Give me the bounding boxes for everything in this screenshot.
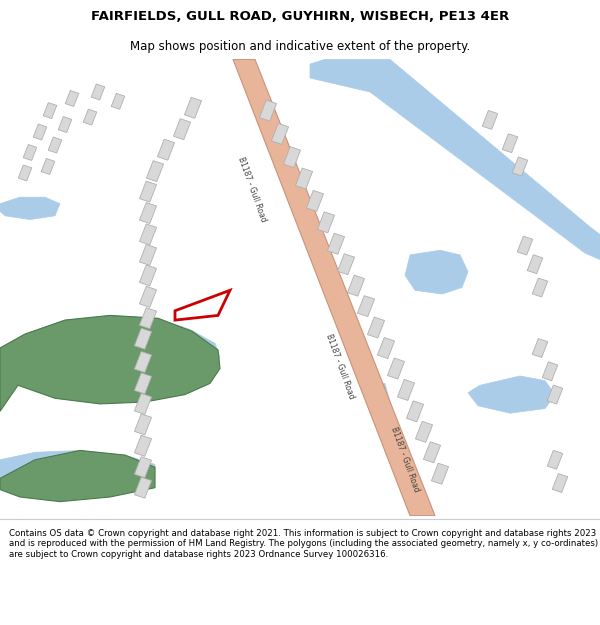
Polygon shape bbox=[134, 457, 152, 478]
Polygon shape bbox=[134, 373, 152, 394]
Polygon shape bbox=[406, 401, 424, 422]
Polygon shape bbox=[184, 98, 202, 118]
Text: Contains OS data © Crown copyright and database right 2021. This information is : Contains OS data © Crown copyright and d… bbox=[9, 529, 598, 559]
Polygon shape bbox=[139, 202, 157, 224]
Polygon shape bbox=[532, 339, 548, 357]
Polygon shape bbox=[0, 451, 155, 502]
Polygon shape bbox=[0, 451, 155, 488]
Polygon shape bbox=[424, 442, 440, 462]
Polygon shape bbox=[347, 275, 365, 296]
Text: FAIRFIELDS, GULL ROAD, GUYHIRN, WISBECH, PE13 4ER: FAIRFIELDS, GULL ROAD, GUYHIRN, WISBECH,… bbox=[91, 10, 509, 23]
Polygon shape bbox=[397, 379, 415, 401]
Polygon shape bbox=[146, 161, 164, 182]
Polygon shape bbox=[157, 139, 175, 160]
Polygon shape bbox=[48, 137, 62, 153]
Polygon shape bbox=[415, 421, 433, 442]
Polygon shape bbox=[259, 100, 277, 121]
Polygon shape bbox=[18, 165, 32, 181]
Polygon shape bbox=[139, 308, 157, 329]
Polygon shape bbox=[43, 102, 57, 119]
Polygon shape bbox=[58, 116, 72, 132]
Text: Map shows position and indicative extent of the property.: Map shows position and indicative extent… bbox=[130, 40, 470, 52]
Polygon shape bbox=[0, 316, 220, 392]
Polygon shape bbox=[547, 385, 563, 404]
Polygon shape bbox=[233, 59, 435, 516]
Polygon shape bbox=[367, 317, 385, 338]
Polygon shape bbox=[502, 134, 518, 152]
Polygon shape bbox=[111, 93, 125, 109]
Polygon shape bbox=[307, 191, 323, 211]
Polygon shape bbox=[83, 109, 97, 125]
Text: B1187 - Gull Road: B1187 - Gull Road bbox=[389, 426, 421, 494]
Text: B1187 - Gull Road: B1187 - Gull Road bbox=[324, 333, 356, 401]
Polygon shape bbox=[542, 362, 558, 381]
Polygon shape bbox=[370, 383, 400, 443]
Polygon shape bbox=[317, 212, 335, 233]
Polygon shape bbox=[283, 147, 301, 168]
Polygon shape bbox=[482, 111, 498, 129]
Polygon shape bbox=[358, 296, 374, 317]
Polygon shape bbox=[65, 91, 79, 106]
Polygon shape bbox=[91, 84, 105, 100]
Polygon shape bbox=[547, 450, 563, 469]
Polygon shape bbox=[295, 168, 313, 189]
Polygon shape bbox=[532, 278, 548, 297]
Polygon shape bbox=[139, 224, 157, 245]
Polygon shape bbox=[173, 119, 191, 140]
Polygon shape bbox=[431, 463, 449, 484]
Polygon shape bbox=[23, 144, 37, 161]
Polygon shape bbox=[134, 414, 152, 435]
Polygon shape bbox=[41, 159, 55, 174]
Polygon shape bbox=[271, 123, 289, 144]
Polygon shape bbox=[134, 393, 152, 414]
Polygon shape bbox=[134, 351, 152, 372]
Polygon shape bbox=[328, 233, 344, 254]
Polygon shape bbox=[139, 265, 157, 286]
Polygon shape bbox=[405, 250, 468, 294]
Polygon shape bbox=[310, 59, 600, 259]
Polygon shape bbox=[0, 197, 60, 219]
Polygon shape bbox=[552, 474, 568, 492]
Polygon shape bbox=[512, 157, 528, 176]
Polygon shape bbox=[139, 286, 157, 308]
Polygon shape bbox=[33, 124, 47, 140]
Polygon shape bbox=[300, 216, 330, 276]
Polygon shape bbox=[134, 478, 152, 498]
Polygon shape bbox=[388, 358, 404, 379]
Polygon shape bbox=[468, 376, 555, 413]
Polygon shape bbox=[134, 435, 152, 456]
Polygon shape bbox=[337, 254, 355, 275]
Polygon shape bbox=[527, 255, 543, 274]
Polygon shape bbox=[517, 236, 533, 255]
Polygon shape bbox=[377, 338, 395, 359]
Polygon shape bbox=[134, 328, 152, 349]
Polygon shape bbox=[139, 181, 157, 202]
Polygon shape bbox=[0, 316, 220, 411]
Text: B1187 - Gull Road: B1187 - Gull Road bbox=[236, 156, 268, 224]
Polygon shape bbox=[139, 244, 157, 266]
